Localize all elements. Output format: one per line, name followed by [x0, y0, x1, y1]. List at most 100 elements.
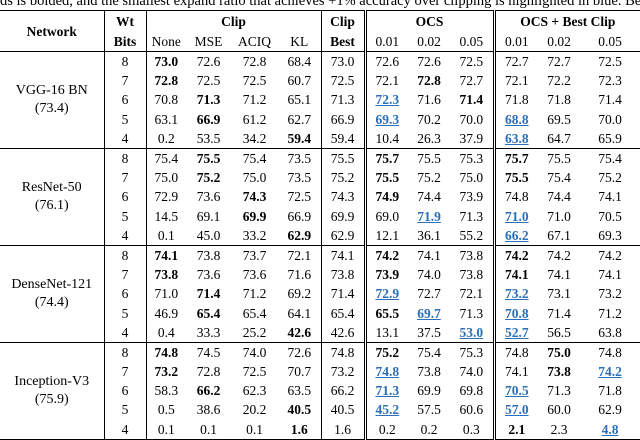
- clip-header: Clip: [145, 10, 322, 31]
- value-cell: 65.1: [287, 92, 312, 108]
- value-cell: 71.4: [598, 92, 622, 108]
- value-cell: 73.2: [145, 362, 186, 382]
- value-cell: 73.6: [242, 267, 267, 283]
- value-cell: 64.1: [287, 305, 312, 321]
- value-cell: 64.7: [547, 130, 571, 146]
- network-baseline: (76.1): [34, 197, 69, 213]
- value-cell: 69.9: [417, 383, 441, 399]
- bits-header: Bits: [103, 31, 146, 52]
- table-row: 6 72.9 73.6 74.3 72.5 74.3 74.9 74.4 73.9 74.8 74.…: [0, 187, 640, 207]
- value-cell: 75.3: [459, 344, 484, 360]
- value-cell: 2.1: [492, 419, 539, 440]
- value-cell: 73.2: [492, 284, 539, 304]
- bits-cell: 5: [103, 109, 146, 129]
- value-cell: 25.2: [242, 324, 267, 340]
- value-cell: 62.9: [320, 225, 366, 246]
- value-cell: 73.0: [320, 51, 366, 72]
- value-cell: 71.4: [547, 305, 571, 321]
- value-cell: 71.4: [320, 284, 366, 304]
- value-cell: 42.6: [287, 324, 312, 340]
- value-cell: 75.4: [417, 344, 441, 360]
- value-cell: 70.7: [287, 364, 312, 380]
- value-cell: 71.6: [287, 267, 312, 283]
- results-table: Network Wt Clip Clip OCS OCS + Best Clip…: [0, 10, 640, 440]
- value-cell: 72.7: [417, 286, 441, 302]
- value-cell: 71.3: [363, 381, 409, 401]
- value-cell: 63.5: [287, 383, 312, 399]
- table-row: 5 14.5 69.1 69.9 66.9 69.9 69.0 71.9 71.3 71.0 71.…: [0, 206, 640, 226]
- value-cell: 71.3: [320, 90, 366, 110]
- value-cell: 70.2: [417, 111, 441, 127]
- value-cell: 69.7: [417, 305, 441, 321]
- value-cell: 69.9: [320, 206, 366, 226]
- value-cell: 37.5: [417, 324, 441, 340]
- network-name: Inception-V3 (75.9): [0, 342, 104, 439]
- value-cell: 74.8: [363, 362, 409, 382]
- value-cell: 72.1: [363, 71, 409, 91]
- value-cell: 65.4: [196, 305, 221, 321]
- value-cell: 69.3: [598, 227, 622, 243]
- value-cell: 74.8: [598, 344, 622, 360]
- value-cell: 63.1: [145, 109, 186, 129]
- value-cell: 72.8: [417, 73, 441, 89]
- value-cell: 2.3: [550, 421, 568, 437]
- col-header: 0.05: [598, 33, 622, 49]
- table-row: 7 75.0 75.2 75.0 73.5 75.2 75.5 75.2 75.0 75.5 75.…: [0, 168, 640, 188]
- value-cell: 75.5: [363, 168, 409, 188]
- network-label: DenseNet-121: [11, 276, 93, 292]
- value-cell: 1.6: [320, 419, 366, 440]
- network-group: ResNet-50 (76.1) 8 75.4 75.5 75.4 73.5 75.5 75.7…: [0, 148, 640, 246]
- value-cell: 73.7: [242, 247, 267, 263]
- value-cell: 36.1: [417, 227, 441, 243]
- network-group: Inception-V3 (75.9) 8 74.8 74.5 74.0 72.6 74.8 7…: [0, 342, 640, 440]
- value-cell: 72.5: [598, 54, 622, 70]
- table-row: 5 46.9 65.4 65.4 64.1 65.4 65.5 69.7 71.3 70.8 71.…: [0, 303, 640, 323]
- value-cell: 60.7: [287, 73, 312, 89]
- value-cell: 74.1: [320, 245, 366, 266]
- value-cell: 12.1: [363, 225, 409, 246]
- value-cell: 74.1: [598, 267, 622, 283]
- value-cell: 33.2: [242, 227, 267, 243]
- value-cell: 13.1: [363, 322, 409, 343]
- value-cell: 69.9: [242, 208, 267, 224]
- value-cell: 0.2: [145, 128, 186, 149]
- bits-cell: 6: [103, 381, 146, 401]
- value-cell: 73.2: [598, 286, 622, 302]
- network-header: Network: [26, 23, 77, 39]
- table-row: 7 72.8 72.5 72.5 60.7 72.5 72.1 72.8 72.7 72.1 72.…: [0, 71, 640, 91]
- col-header: 0.05: [459, 33, 484, 49]
- value-cell: 66.2: [492, 225, 539, 246]
- value-cell: 72.2: [547, 73, 571, 89]
- value-cell: 73.8: [547, 364, 571, 380]
- value-cell: 73.2: [320, 362, 366, 382]
- table-row: 4 0.4 33.3 25.2 42.6 42.6 13.1 37.5 53.0 52.7 56.5…: [0, 322, 640, 343]
- value-cell: 75.2: [363, 342, 409, 362]
- value-cell: 69.2: [287, 286, 312, 302]
- value-cell: 52.7: [492, 322, 539, 343]
- value-cell: 74.1: [547, 267, 571, 283]
- value-cell: 74.4: [547, 189, 571, 205]
- table-row: 4 0.1 45.0 33.2 62.9 62.9 12.1 36.1 55.2 66.2 67.1…: [0, 225, 640, 246]
- value-cell: 74.8: [492, 342, 539, 362]
- value-cell: 74.2: [598, 364, 622, 380]
- value-cell: 73.5: [287, 151, 312, 167]
- value-cell: 59.4: [287, 130, 312, 146]
- value-cell: 75.5: [196, 151, 221, 167]
- value-cell: 70.0: [598, 111, 622, 127]
- value-cell: 74.3: [320, 187, 366, 207]
- value-cell: 74.3: [242, 189, 267, 205]
- value-cell: 70.8: [492, 303, 539, 323]
- value-cell: 63.8: [492, 128, 539, 149]
- bits-cell: 5: [103, 400, 146, 420]
- value-cell: 74.2: [492, 245, 539, 266]
- value-cell: 59.4: [320, 128, 366, 149]
- value-cell: 0.1: [145, 225, 186, 246]
- value-cell: 10.4: [363, 128, 409, 149]
- value-cell: 45.2: [363, 400, 409, 420]
- value-cell: 71.2: [242, 92, 267, 108]
- value-cell: 75.2: [598, 170, 622, 186]
- value-cell: 72.3: [363, 90, 409, 110]
- value-cell: 26.3: [417, 130, 441, 146]
- value-cell: 72.1: [492, 71, 539, 91]
- value-cell: 0.5: [145, 400, 186, 420]
